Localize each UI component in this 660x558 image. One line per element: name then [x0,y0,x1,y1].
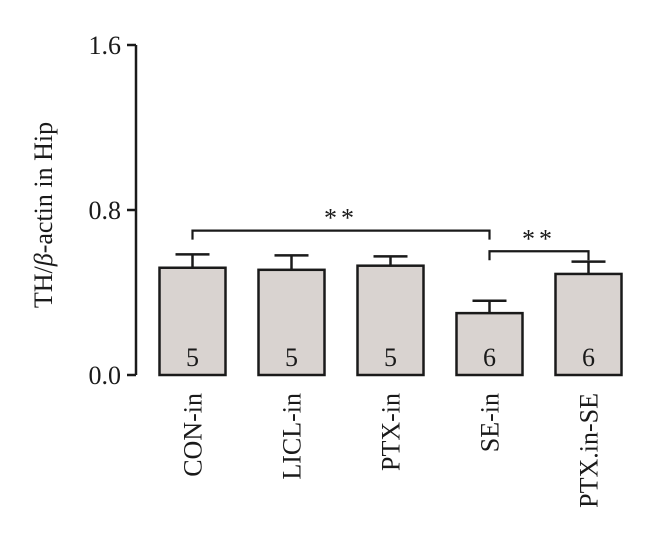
significance-label: ** [324,204,358,233]
y-axis: 0.0 0.8 1.6 [89,31,138,390]
y-axis-label-suffix: -actin in Hip [29,122,58,253]
bar [158,266,227,377]
bar [356,264,425,377]
category-label: LICL-in [278,393,307,480]
bar [257,268,326,377]
significance-bracket [488,250,590,261]
significance-bracket [191,229,491,240]
bar-n-label: 5 [285,343,298,372]
bar-n-label: 5 [186,343,199,372]
y-tick-label: 1.6 [89,31,122,60]
significance-brackets: ** ** [191,204,590,261]
bar-n-label: 6 [483,343,496,372]
y-tick-label: 0.8 [89,196,122,225]
category-label: PTX.in-SE [575,393,604,508]
bars: 5 5 5 6 6 [158,253,623,377]
y-tick-label: 0.0 [89,361,122,390]
bar [455,311,524,377]
category-label: CON-in [179,393,208,477]
bar-n-label: 5 [384,343,397,372]
y-axis-label-symbol: β [29,253,58,267]
category-labels: CON-in LICL-in PTX-in SE-in PTX.in-SE [179,393,604,508]
category-label: PTX-in [377,393,406,471]
category-label: SE-in [476,393,505,452]
y-axis-label-prefix: TH/ [29,265,58,308]
bar [554,272,623,377]
significance-label: ** [522,224,556,253]
bar-n-label: 6 [582,343,595,372]
y-axis-label: TH/β-actin in Hip [29,122,58,308]
